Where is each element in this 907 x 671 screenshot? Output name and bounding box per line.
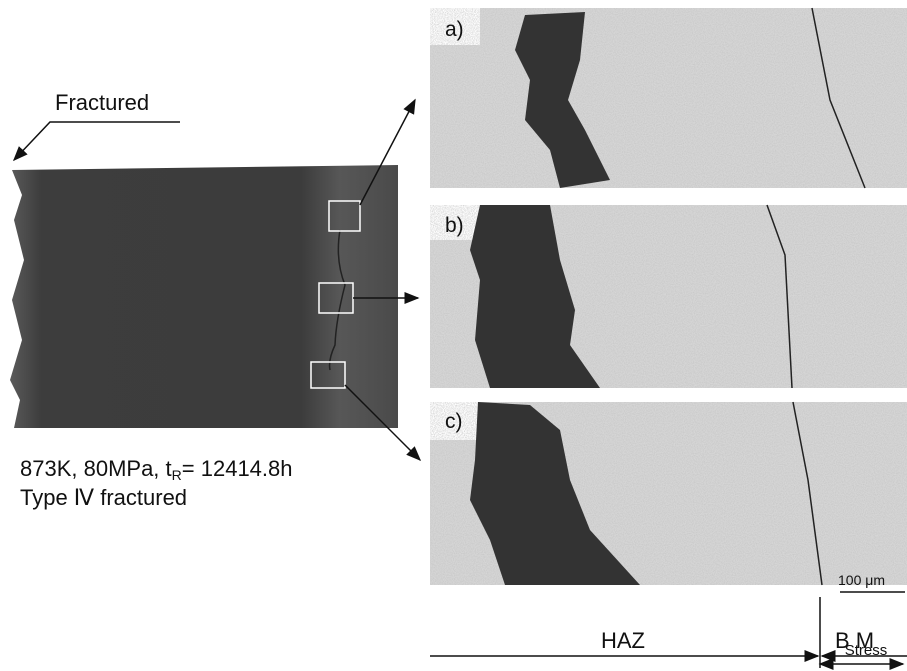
region-box: [328, 200, 361, 232]
crack: [328, 229, 346, 371]
panel-label: c): [445, 410, 463, 433]
panel-label: a): [445, 18, 464, 41]
micrograph: c): [430, 401, 907, 586]
arrow: [344, 384, 422, 462]
micrograph: a): [430, 7, 907, 189]
haz-label: HAZ: [601, 628, 645, 653]
fracture-type: Type Ⅳ fractured: [20, 485, 187, 510]
fracture-label: Fractured: [55, 90, 149, 115]
fracture-arrow: [12, 121, 180, 162]
bm-label: B M: [835, 628, 874, 653]
specimen: [10, 165, 398, 428]
condition: 873K, 80MPa, tR= 12414.8h: [20, 456, 293, 483]
scale-bar-label: 100 μm: [838, 572, 885, 588]
panel-label: b): [445, 214, 464, 237]
stress-label: Stress: [845, 642, 888, 659]
arrow: [359, 98, 416, 206]
region-box: [310, 361, 346, 389]
micrograph: b): [430, 204, 907, 389]
